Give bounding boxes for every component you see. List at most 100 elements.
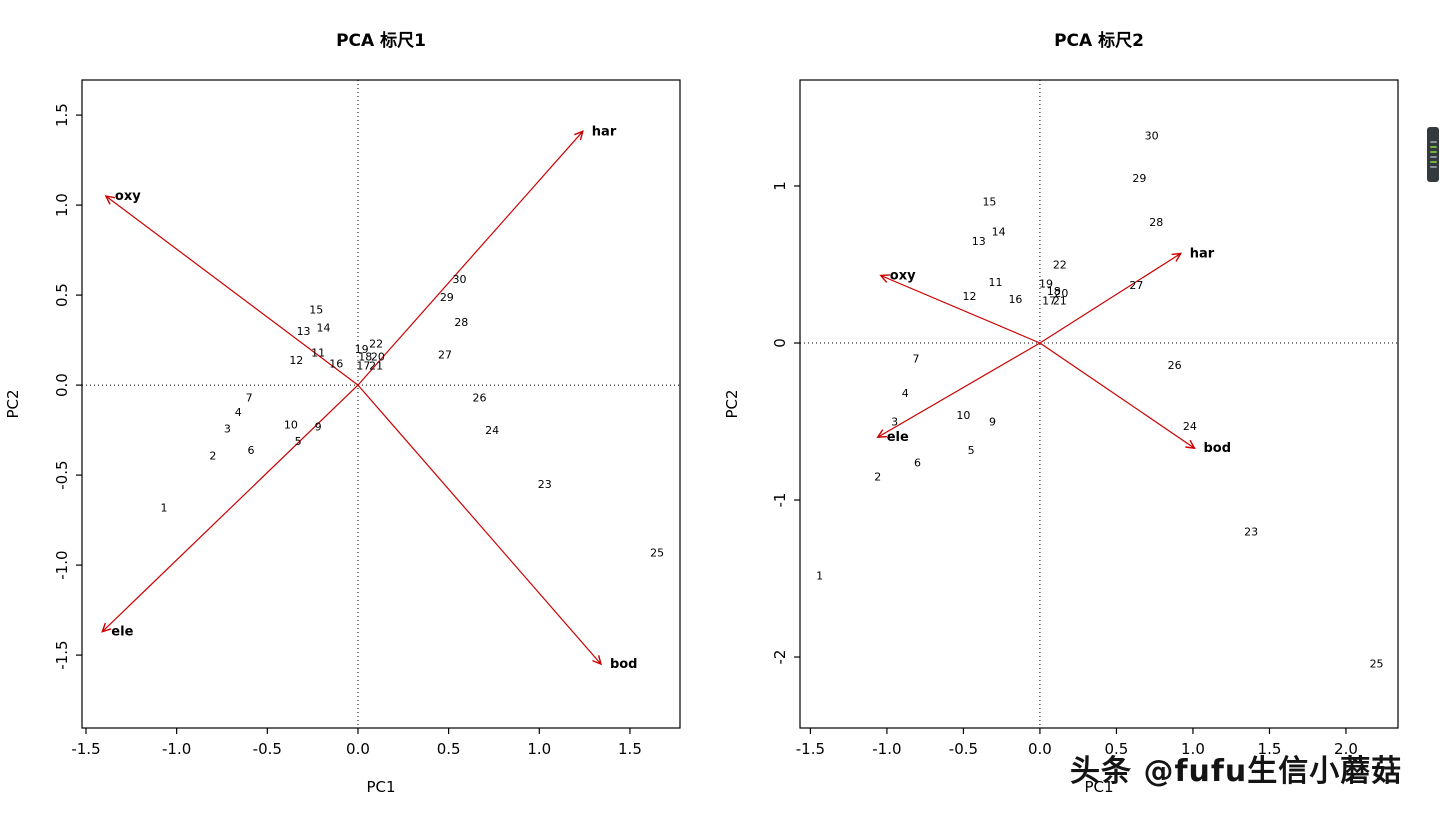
y-tick-label: -1 — [771, 493, 789, 508]
site-point-6: 6 — [914, 456, 921, 469]
site-point-25: 25 — [1370, 657, 1384, 670]
scrollbar-tick — [1429, 151, 1437, 153]
site-point-22: 22 — [369, 338, 383, 351]
site-point-1: 1 — [160, 502, 167, 515]
site-point-17: 17 — [356, 359, 370, 372]
site-point-18: 18 — [358, 350, 372, 363]
site-point-14: 14 — [317, 322, 331, 335]
y-tick-label: -1.0 — [53, 550, 71, 579]
x-tick-label: 1.5 — [1258, 740, 1282, 758]
site-point-7: 7 — [912, 353, 919, 366]
species-arrow-label-har: har — [592, 124, 617, 139]
y-axis-label: PC2 — [4, 389, 22, 418]
site-point-10: 10 — [284, 419, 298, 432]
plot-title: PCA 标尺2 — [1054, 30, 1144, 51]
species-arrow-har — [1039, 254, 1181, 344]
site-point-9: 9 — [989, 416, 996, 429]
species-arrow-label-ele: ele — [887, 430, 909, 445]
scrollbar-tick — [1429, 146, 1437, 148]
species-arrow-label-bod: bod — [610, 657, 638, 672]
site-point-11: 11 — [311, 347, 325, 360]
plot-frame — [81, 79, 681, 729]
x-tick-label: -1.5 — [796, 740, 825, 758]
scrollbar-indicator[interactable] — [1427, 127, 1439, 182]
site-point-21: 21 — [1053, 295, 1067, 308]
site-point-21: 21 — [369, 359, 383, 372]
pca-scaling2-plot: -1.5 -1.0 -0.5 0.0 0.5 1.0 1.5 2.0 -2 -1 0 1 oxy har e… — [720, 0, 1440, 817]
watermark-text: 头条 @fufu生信小蘑菇 — [1070, 754, 1403, 789]
site-point-13: 13 — [972, 235, 986, 248]
site-point-30: 30 — [1145, 130, 1159, 143]
site-point-24: 24 — [485, 424, 499, 437]
site-point-2: 2 — [209, 449, 216, 462]
species-arrow-har — [357, 131, 583, 386]
site-point-20: 20 — [371, 350, 385, 363]
plot-title: PCA 标尺1 — [336, 30, 426, 51]
site-point-24: 24 — [1183, 420, 1197, 433]
scrollbar-tick — [1429, 166, 1437, 168]
site-point-10: 10 — [956, 409, 970, 422]
site-point-23: 23 — [1244, 525, 1258, 538]
species-arrow-label-har: har — [1190, 247, 1215, 262]
site-point-16: 16 — [329, 358, 343, 371]
site-point-16: 16 — [1008, 293, 1022, 306]
y-tick-label: 0.5 — [53, 283, 71, 307]
site-point-29: 29 — [1132, 172, 1146, 185]
site-point-19: 19 — [1039, 277, 1053, 290]
site-point-26: 26 — [1168, 359, 1182, 372]
scrollbar-tick — [1429, 156, 1437, 158]
x-tick-label: 0.0 — [1028, 740, 1052, 758]
y-tick-label: 0.0 — [53, 373, 71, 397]
site-point-5: 5 — [968, 444, 975, 457]
species-arrow-bod — [1039, 342, 1195, 448]
x-tick-label: 1.5 — [618, 740, 642, 758]
site-point-1: 1 — [816, 569, 823, 582]
species-arrow-ele — [102, 384, 359, 632]
species-arrow-oxy — [106, 196, 359, 386]
y-tick-label: 0 — [771, 338, 789, 348]
site-point-5: 5 — [295, 435, 302, 448]
x-tick-label: 0.5 — [1105, 740, 1129, 758]
site-point-17: 17 — [1042, 295, 1056, 308]
x-tick-label: -1.0 — [872, 740, 901, 758]
site-point-15: 15 — [982, 196, 996, 209]
x-tick-label: 0.5 — [437, 740, 461, 758]
site-point-2: 2 — [874, 470, 881, 483]
scrollbar-tick — [1429, 141, 1437, 143]
y-tick-label: 1 — [771, 181, 789, 191]
species-arrow-ele — [878, 342, 1041, 437]
site-point-22: 22 — [1053, 258, 1067, 271]
site-point-18: 18 — [1047, 285, 1061, 298]
y-tick-label: -1.5 — [53, 640, 71, 669]
x-tick-label: 0.0 — [346, 740, 370, 758]
site-point-6: 6 — [247, 444, 254, 457]
site-point-12: 12 — [963, 290, 977, 303]
site-point-4: 4 — [235, 406, 242, 419]
plot-frame — [799, 79, 1399, 729]
site-point-28: 28 — [1149, 216, 1163, 229]
x-tick-label: -1.0 — [162, 740, 191, 758]
x-axis-label: PC1 — [366, 778, 395, 796]
y-axis-label: PC2 — [723, 389, 741, 418]
site-point-26: 26 — [472, 392, 486, 405]
species-arrow-oxy — [881, 275, 1041, 344]
species-arrow-bod — [357, 384, 601, 664]
site-point-15: 15 — [309, 304, 323, 317]
site-point-27: 27 — [1129, 279, 1143, 292]
site-point-4: 4 — [902, 387, 909, 400]
y-tick-label: 1.0 — [53, 193, 71, 217]
site-point-23: 23 — [538, 478, 552, 491]
x-tick-label: -1.5 — [71, 740, 100, 758]
site-point-3: 3 — [224, 422, 231, 435]
site-point-19: 19 — [355, 343, 369, 356]
y-tick-label: -0.5 — [53, 460, 71, 489]
pca-scaling2-canvas: -1.5 -1.0 -0.5 0.0 0.5 1.0 1.5 2.0 -2 -1 0 1 oxy har e… — [723, 30, 1399, 796]
x-tick-label: 2.0 — [1334, 740, 1358, 758]
site-point-3: 3 — [891, 416, 898, 429]
site-point-20: 20 — [1054, 287, 1068, 300]
site-point-30: 30 — [453, 273, 467, 286]
site-point-13: 13 — [297, 325, 311, 338]
site-point-7: 7 — [246, 392, 253, 405]
site-point-27: 27 — [438, 349, 452, 362]
species-arrow-label-ele: ele — [111, 625, 133, 640]
